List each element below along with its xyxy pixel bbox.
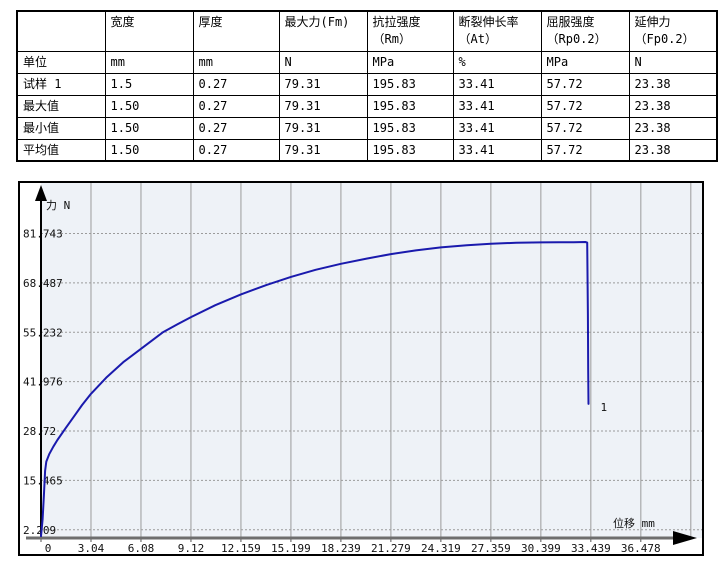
cell-value: 195.83 bbox=[366, 116, 454, 140]
y-axis-title: 力 N bbox=[46, 199, 70, 212]
column-header: 延伸力 （Fp0.2） bbox=[628, 10, 718, 52]
cell-value: 23.38 bbox=[628, 116, 718, 140]
cell-value: 23.38 bbox=[628, 138, 718, 162]
cell-value: 195.83 bbox=[366, 72, 454, 96]
x-tick-label: 3.04 bbox=[78, 542, 105, 554]
y-tick-label: 55.232 bbox=[23, 326, 63, 339]
column-header: 最大力(Fm) bbox=[278, 10, 368, 52]
table-row: 试样 1 1.5 0.27 79.31 195.83 33.41 57.72 23.38 bbox=[16, 72, 718, 96]
cell-value: 195.83 bbox=[366, 138, 454, 162]
row-label: 单位 bbox=[16, 50, 106, 74]
cell-value: 195.83 bbox=[366, 94, 454, 118]
x-tick-label: 9.12 bbox=[178, 542, 205, 554]
table-row: 单位 mm mm N MPa% MPa N bbox=[16, 50, 718, 74]
cell-value: mm bbox=[192, 50, 280, 74]
row-label: 最大值 bbox=[16, 94, 106, 118]
cell-value: 79.31 bbox=[278, 94, 368, 118]
column-header: 屈服强度 （Rp0.2） bbox=[540, 10, 630, 52]
y-axis-arrow-icon bbox=[35, 185, 47, 201]
cell-value: 23.38 bbox=[628, 72, 718, 96]
column-header bbox=[16, 10, 106, 52]
x-axis-arrow-icon bbox=[673, 531, 697, 545]
x-axis-title: 位移 mm bbox=[613, 516, 655, 530]
cell-value: 57.72 bbox=[540, 94, 630, 118]
cell-value: MPa bbox=[366, 50, 454, 74]
cell-value: 33.41 bbox=[452, 72, 542, 96]
results-table: 宽度 厚度 最大力(Fm) 抗拉强度 （Rm） 断裂伸长率 （At） 屈服强度 （Rp0.2）延… bbox=[16, 10, 718, 162]
cell-value: 33.41 bbox=[452, 116, 542, 140]
cell-value: 23.38 bbox=[628, 94, 718, 118]
column-header: 宽度 bbox=[104, 10, 194, 52]
cell-value: 0.27 bbox=[192, 94, 280, 118]
row-label: 试样 1 bbox=[16, 72, 106, 96]
x-tick-label: 21.279 bbox=[371, 542, 411, 554]
chart-canvas: 2.209 15.465 28.72 41.976 55.232 68.487 81.743… bbox=[23, 183, 702, 554]
cell-value: 57.72 bbox=[540, 116, 630, 140]
cell-value: N bbox=[628, 50, 718, 74]
table-row: 最小值 1.50 0.27 79.31 195.83 33.41 57.72 23.38 bbox=[16, 116, 718, 140]
cell-value: 1.5 bbox=[104, 72, 194, 96]
column-header: 厚度 bbox=[192, 10, 280, 52]
column-header: 断裂伸长率 （At） bbox=[452, 10, 542, 52]
y-tick-label: 41.976 bbox=[23, 376, 63, 389]
cell-value: 79.31 bbox=[278, 116, 368, 140]
row-label: 平均值 bbox=[16, 138, 106, 162]
y-tick-label: 15.465 bbox=[23, 474, 63, 487]
series-endpoint-label: 1 bbox=[601, 401, 608, 414]
cell-value: 1.50 bbox=[104, 116, 194, 140]
plot-area bbox=[41, 183, 702, 538]
force-displacement-curve bbox=[40, 241, 590, 538]
x-tick-label: 18.239 bbox=[321, 542, 361, 554]
table-row: 平均值 1.50 0.27 79.31 195.83 33.41 57.72 23.38 bbox=[16, 138, 718, 162]
x-tick-label: 30.399 bbox=[521, 542, 561, 554]
cell-value: % bbox=[452, 50, 542, 74]
cell-value: 0.27 bbox=[192, 72, 280, 96]
table-row: 最大值 1.50 0.27 79.31 195.83 33.41 57.72 23.38 bbox=[16, 94, 718, 118]
x-tick-label: 0 bbox=[45, 542, 52, 554]
y-tick-label: 28.72 bbox=[23, 425, 56, 438]
cell-value: MPa bbox=[540, 50, 630, 74]
x-tick-label: 36.478 bbox=[621, 542, 661, 554]
force-displacement-chart: 2.209 15.465 28.72 41.976 55.232 68.487 81.743… bbox=[18, 181, 704, 556]
table-header-row: 宽度 厚度 最大力(Fm) 抗拉强度 （Rm） 断裂伸长率 （At） 屈服强度 （Rp0.2）延… bbox=[16, 10, 718, 52]
column-header: 抗拉强度 （Rm） bbox=[366, 10, 454, 52]
y-tick-label: 68.487 bbox=[23, 277, 63, 290]
x-tick-label: 6.08 bbox=[128, 542, 155, 554]
cell-value: N bbox=[278, 50, 368, 74]
y-tick-label: 81.743 bbox=[23, 228, 63, 241]
x-tick-label: 12.159 bbox=[221, 542, 261, 554]
cell-value: 33.41 bbox=[452, 138, 542, 162]
x-tick-label: 24.319 bbox=[421, 542, 461, 554]
cell-value: 1.50 bbox=[104, 94, 194, 118]
cell-value: 33.41 bbox=[452, 94, 542, 118]
cell-value: 0.27 bbox=[192, 138, 280, 162]
cell-value: 79.31 bbox=[278, 138, 368, 162]
x-tick-label: 33.439 bbox=[571, 542, 611, 554]
y-tick-label: 2.209 bbox=[23, 524, 56, 537]
cell-value: 57.72 bbox=[540, 138, 630, 162]
x-tick-label: 27.359 bbox=[471, 542, 511, 554]
row-label: 最小值 bbox=[16, 116, 106, 140]
cell-value: 0.27 bbox=[192, 116, 280, 140]
cell-value: mm bbox=[104, 50, 194, 74]
cell-value: 57.72 bbox=[540, 72, 630, 96]
cell-value: 1.50 bbox=[104, 138, 194, 162]
x-tick-label: 15.199 bbox=[271, 542, 311, 554]
cell-value: 79.31 bbox=[278, 72, 368, 96]
